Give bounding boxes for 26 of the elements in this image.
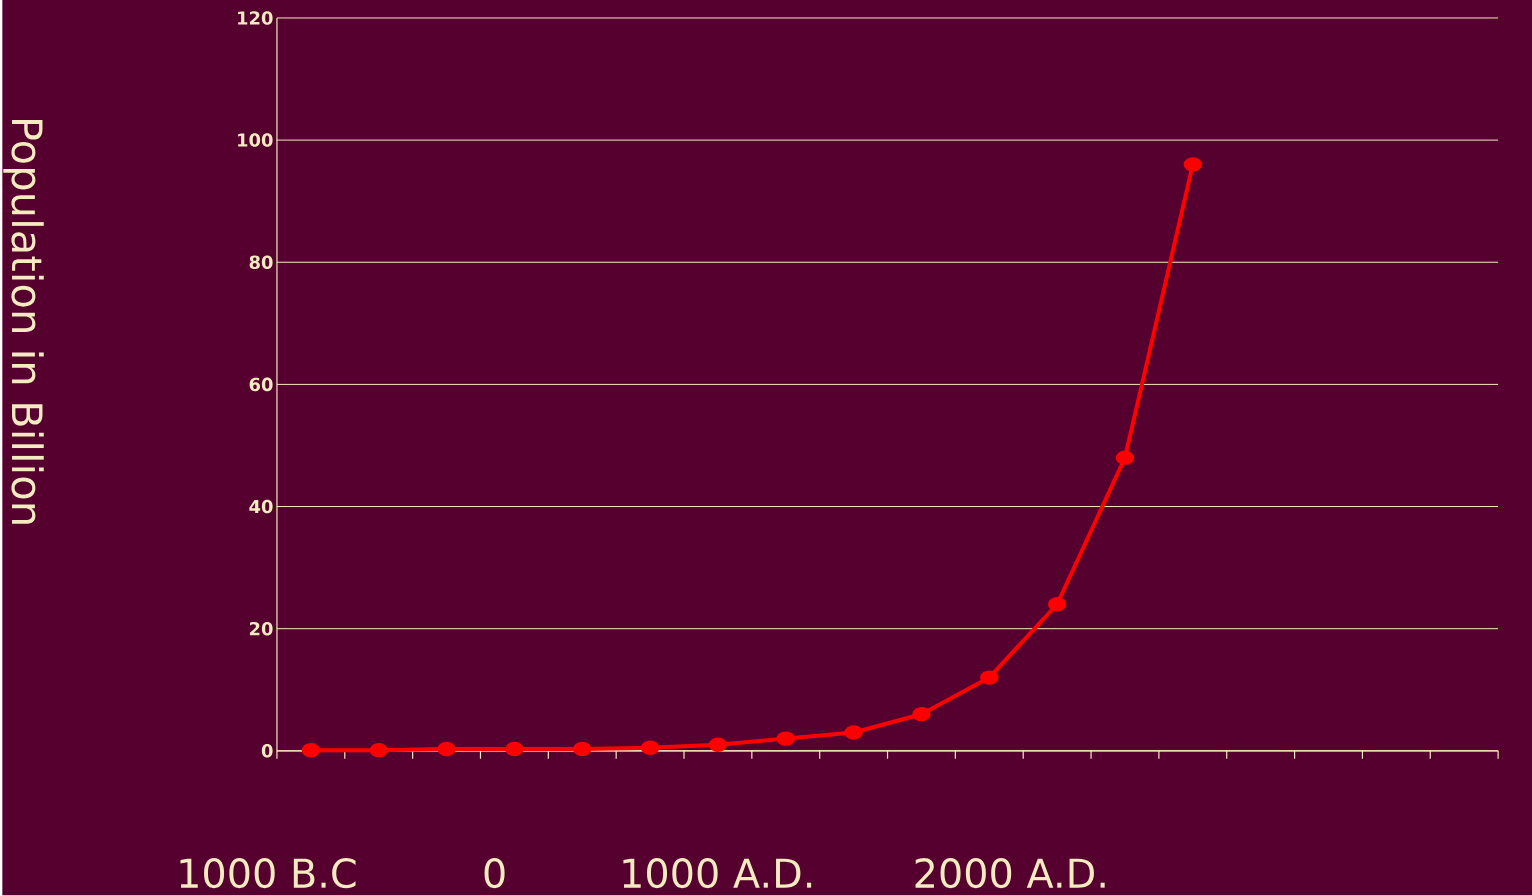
point (1047, 597, 1067, 612)
point (573, 742, 592, 757)
point (1115, 450, 1135, 466)
y-tick-label: 0 (261, 744, 273, 758)
point (980, 670, 999, 685)
point (640, 740, 660, 756)
text: 2000 A.D. (915, 858, 1105, 889)
point (912, 707, 931, 722)
y-tick-label: 40 (249, 499, 273, 514)
point (505, 742, 524, 757)
point (776, 731, 796, 746)
y-axis-title: Population in Billion (3, 120, 44, 524)
point (1183, 157, 1203, 172)
point (301, 743, 321, 758)
point (844, 725, 863, 740)
y-tick-label: 20 (249, 622, 273, 636)
text: 1000 B.C (180, 858, 356, 889)
point (437, 742, 456, 757)
point (708, 737, 728, 753)
text: 0 (484, 858, 505, 889)
text: 1000 A.D. (623, 858, 812, 889)
y-tick-label: 60 (249, 377, 273, 392)
y-tick-label: 100 (238, 133, 273, 148)
y-tick-label: 80 (249, 255, 273, 270)
y-tick-label: 120 (238, 11, 273, 25)
point (369, 743, 388, 758)
